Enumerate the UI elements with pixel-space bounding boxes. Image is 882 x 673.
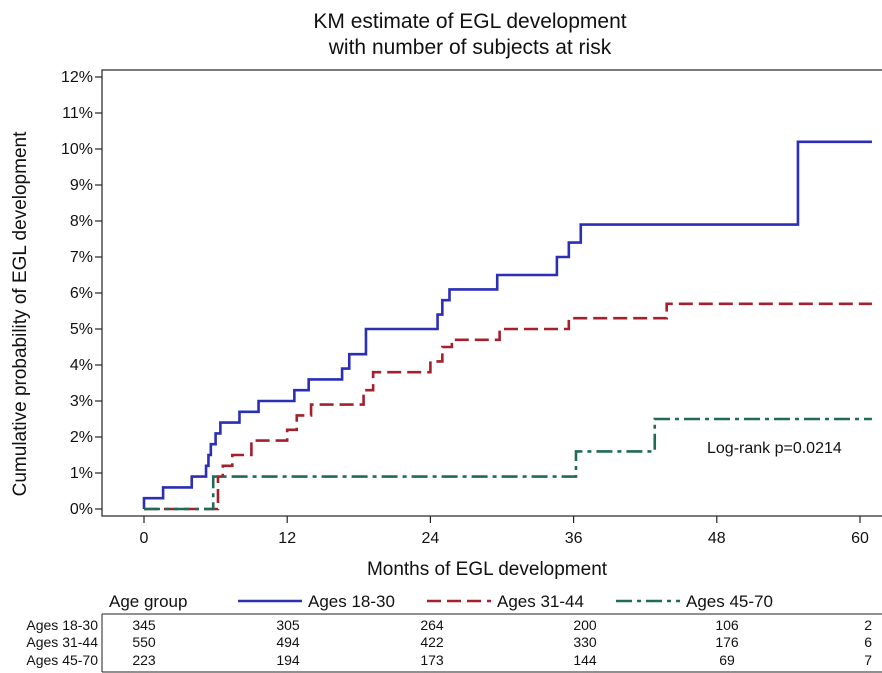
risk-cell: 194 [276,652,300,668]
risk-cell: 6 [864,634,872,650]
x-tick-label: 36 [565,530,583,547]
series-line-2 [144,302,872,511]
x-tick-label: 0 [140,530,149,547]
y-tick-label: 6% [70,285,93,302]
y-tick-label: 3% [70,393,93,410]
y-tick-label: 9% [70,177,93,194]
log-rank-annotation: Log-rank p=0.0214 [707,440,842,457]
risk-cell: 2 [864,617,872,633]
x-tick-label: 48 [708,530,726,547]
y-tick-label: 1% [70,465,93,482]
chart-title-line1: KM estimate of EGL development [313,10,626,33]
legend-label: Ages 31-44 [497,592,584,611]
risk-cell: 345 [132,617,156,633]
legend: Age group Ages 18-30 Ages 31-44 Ages 45-70 [109,592,773,611]
risk-cell: 550 [132,634,156,650]
series-line-1 [142,140,872,509]
legend-label: Ages 18-30 [308,592,395,611]
risk-row-label: Ages 31-44 [26,634,98,650]
y-tick-label: 5% [70,321,93,338]
y-tick-label: 8% [70,213,93,230]
y-tick-label: 12% [61,69,93,86]
legend-label: Ages 45-70 [686,592,773,611]
legend-title: Age group [109,592,187,611]
risk-cell: 494 [276,634,300,650]
y-tick-label: 7% [70,249,93,266]
risk-cell: 176 [715,634,739,650]
x-tick-label: 12 [278,530,296,547]
risk-row-label: Ages 45-70 [26,652,98,668]
risk-cell: 200 [573,617,597,633]
risk-cell: 69 [719,652,735,668]
risk-cell: 173 [420,652,444,668]
x-tick-label: 24 [422,530,440,547]
y-tick-label: 0% [70,501,93,518]
chart-title-line2: with number of subjects at risk [328,36,612,59]
risk-table: Ages 18-30 345 305 264 200 106 2 Ages 31-44 550 4… [26,613,882,673]
risk-cell: 7 [864,652,872,668]
risk-cell: 305 [276,617,300,633]
y-axis: 0% 1% 2% 3% 4% 5% 6% 7% 8% 9% 10% 11% 12% [61,69,102,518]
risk-cell: 264 [420,617,444,633]
series-line-3 [144,417,872,511]
y-tick-label: 10% [61,141,93,158]
y-tick-label: 2% [70,429,93,446]
risk-cell: 330 [573,634,597,650]
risk-cell: 144 [573,652,597,668]
risk-cell: 422 [420,634,444,650]
risk-cell: 223 [132,652,156,668]
risk-row-label: Ages 18-30 [26,617,98,633]
x-tick-label: 60 [851,530,869,547]
x-axis-label: Months of EGL development [367,559,608,580]
y-tick-label: 4% [70,357,93,374]
risk-cell: 106 [715,617,739,633]
series-layer [142,140,872,511]
x-axis: 0 12 24 36 48 60 [140,516,869,547]
y-tick-label: 11% [62,105,93,122]
y-axis-label: Cumulative probability of EGL developmen… [10,131,31,496]
